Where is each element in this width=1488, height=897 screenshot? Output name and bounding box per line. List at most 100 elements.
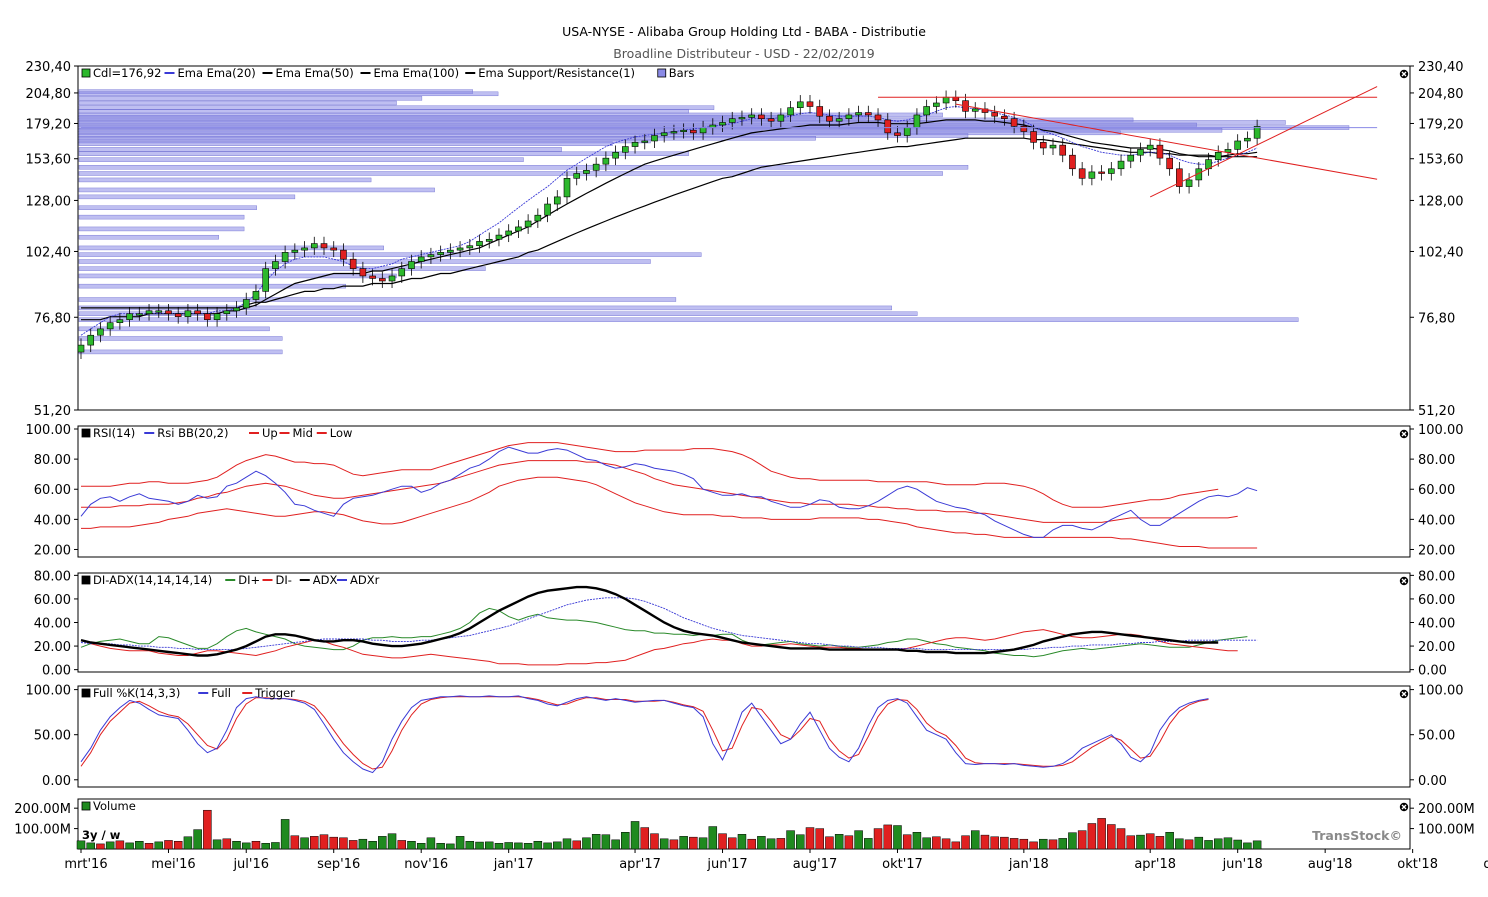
- chart-subtitle: Broadline Distributeur - USD - 22/02/201…: [613, 46, 875, 61]
- volume-profile-bar: [78, 100, 397, 106]
- candle-body: [826, 115, 833, 122]
- volume-bar: [504, 842, 513, 850]
- candle-body: [534, 214, 542, 222]
- y-tick-label-right: 128,00: [1418, 194, 1464, 209]
- candle-body: [204, 313, 211, 320]
- volume-bar: [203, 809, 212, 850]
- panel-frame-3: [77, 685, 1411, 788]
- y-tick-label-left: 0.00: [42, 664, 71, 679]
- volume-bar: [1058, 838, 1067, 850]
- candle-body: [1010, 118, 1018, 127]
- candle-body: [320, 243, 328, 249]
- y-tick-label-right: 200.00M: [1418, 802, 1475, 817]
- legend-label: Mid: [293, 426, 313, 440]
- volume-bar: [1213, 838, 1223, 850]
- volume-bar: [757, 836, 766, 850]
- candle-body: [1078, 168, 1086, 179]
- volume-bar: [562, 838, 572, 850]
- candle-body: [544, 203, 551, 216]
- volume-bar: [193, 829, 202, 850]
- volume-bar: [387, 833, 397, 850]
- legend-label: Volume: [93, 799, 136, 813]
- candle-body: [719, 122, 726, 126]
- x-tick-label: mrt'16: [64, 857, 107, 872]
- volume-bar: [96, 843, 105, 850]
- volume-bar: [601, 834, 611, 850]
- volume-bar: [144, 843, 154, 850]
- legend-label: ADX: [313, 573, 338, 587]
- chart-title: USA-NYSE - Alibaba Group Holding Ltd - B…: [562, 24, 926, 39]
- volume-bar: [669, 839, 679, 850]
- candle-body: [1049, 144, 1057, 149]
- volume-profile-bar: [78, 147, 562, 152]
- volume-bar: [339, 837, 348, 850]
- candle-body: [515, 226, 522, 232]
- legend-label: DI-: [276, 573, 292, 587]
- bb-mid-line: [81, 460, 1238, 523]
- volume-bar: [426, 837, 436, 850]
- candle-body: [631, 142, 639, 147]
- volume-bar: [446, 843, 455, 850]
- candle-body: [262, 268, 269, 292]
- volume-profile-bar: [78, 96, 423, 101]
- volume-profile-bar: [78, 283, 346, 289]
- volume-bar: [1068, 832, 1077, 850]
- volume-profile-bar: [78, 317, 1299, 322]
- volume-bar: [212, 839, 222, 850]
- volume-bar: [990, 836, 999, 850]
- x-tick-label: apr'17: [619, 857, 661, 872]
- y-tick-label-right: 100.00M: [1418, 823, 1475, 838]
- volume-bar: [523, 843, 533, 850]
- volume-profile-bar: [78, 245, 384, 251]
- volume-bar: [572, 840, 581, 850]
- candle-body: [855, 112, 862, 116]
- volume-bar: [650, 833, 659, 850]
- legend-label: Ema Ema(20): [178, 66, 256, 80]
- y-tick-label-right: 80.00: [1418, 453, 1455, 468]
- candle-body: [612, 151, 619, 159]
- candle-body: [1098, 171, 1105, 174]
- volume-bar: [591, 834, 601, 850]
- volume-bar: [1252, 840, 1262, 850]
- legend-label: Ema Ema(100): [374, 66, 460, 80]
- legend-label: Ema Ema(50): [276, 66, 354, 80]
- candle-body: [1127, 154, 1135, 162]
- x-tick-label: jun'18: [1222, 857, 1263, 872]
- volume-bar: [902, 834, 912, 850]
- candle-body: [155, 310, 163, 313]
- x-tick-label: okt'18: [1397, 857, 1438, 872]
- legend-label: Ema Support/Resistance(1): [478, 66, 635, 80]
- ema50-line: [81, 119, 1258, 321]
- bb-up-line: [81, 442, 1219, 508]
- candle-body: [991, 112, 998, 117]
- candle-body: [398, 268, 406, 277]
- candle-body: [437, 252, 444, 255]
- volume-bar: [1000, 836, 1009, 850]
- volume-profile-bar: [78, 305, 892, 311]
- y-tick-label-right: 50.00: [1418, 729, 1455, 744]
- volume-bar: [1087, 823, 1097, 850]
- y-tick-label-left: 200.00M: [14, 802, 71, 817]
- candle-body: [622, 146, 629, 153]
- candle-body: [340, 249, 347, 260]
- candle-body: [1176, 168, 1183, 187]
- candle-body: [379, 278, 386, 282]
- adxr-line: [80, 597, 1258, 651]
- legend-swatch: [81, 801, 91, 811]
- volume-bar: [1155, 836, 1165, 850]
- volume-bar: [135, 840, 144, 850]
- candle-body: [223, 310, 231, 315]
- y-tick-label-right: 179,20: [1418, 117, 1464, 132]
- bb-low-line: [81, 476, 1258, 549]
- legend-label: Rsi BB(20,2): [157, 426, 228, 440]
- candle-body: [233, 307, 240, 312]
- candle-body: [495, 234, 503, 240]
- candle-body: [252, 291, 260, 300]
- di-plus-line: [80, 607, 1248, 658]
- candle-body: [165, 310, 172, 315]
- candle-body: [281, 252, 289, 262]
- x-tick-label: jan'18: [1008, 857, 1049, 872]
- di-minus-line: [80, 629, 1238, 666]
- volume-bar: [1243, 842, 1252, 850]
- volume-profile-bar: [78, 194, 296, 200]
